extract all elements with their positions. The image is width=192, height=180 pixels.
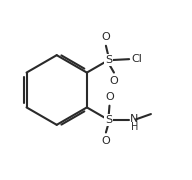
Text: H: H [131, 122, 138, 132]
Text: O: O [102, 136, 110, 146]
Text: Cl: Cl [131, 54, 142, 64]
Text: S: S [105, 115, 112, 125]
Text: O: O [102, 32, 110, 42]
Text: O: O [105, 92, 114, 102]
Text: O: O [110, 76, 118, 86]
Text: N: N [130, 114, 138, 124]
Text: S: S [105, 55, 112, 65]
